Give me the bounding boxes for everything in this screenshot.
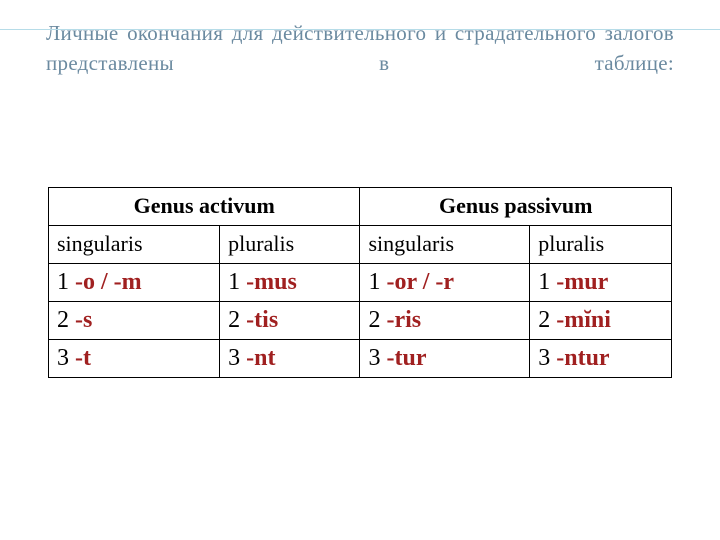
cell-1-0: 2 -s <box>49 301 220 339</box>
table-row: 2 -s 2 -tis 2 -ris 2 -mĭni <box>49 301 672 339</box>
slide-content: Личные окончания для действительного и с… <box>0 0 720 378</box>
col-pluralis-1: pluralis <box>220 225 360 263</box>
group-header-passivum: Genus passivum <box>360 187 672 225</box>
cell-0-1: 1 -mus <box>220 263 360 301</box>
endings-table: Genus activum Genus passivum singularis … <box>48 187 672 378</box>
cell-2-1: 3 -nt <box>220 339 360 377</box>
cell-2-3: 3 -ntur <box>530 339 672 377</box>
cell-0-3: 1 -mur <box>530 263 672 301</box>
col-singularis-1: singularis <box>49 225 220 263</box>
cell-1-1: 2 -tis <box>220 301 360 339</box>
table-wrapper: Genus activum Genus passivum singularis … <box>46 187 674 378</box>
col-pluralis-2: pluralis <box>530 225 672 263</box>
group-header-activum: Genus activum <box>49 187 360 225</box>
cell-0-2: 1 -or / -r <box>360 263 530 301</box>
col-singularis-2: singularis <box>360 225 530 263</box>
table-subheader-row: singularis pluralis singularis pluralis <box>49 225 672 263</box>
page-title: Личные окончания для действительного и с… <box>46 18 674 79</box>
accent-line <box>0 29 720 30</box>
cell-2-2: 3 -tur <box>360 339 530 377</box>
cell-0-0: 1 -o / -m <box>49 263 220 301</box>
cell-1-2: 2 -ris <box>360 301 530 339</box>
table-header-row: Genus activum Genus passivum <box>49 187 672 225</box>
cell-1-3: 2 -mĭni <box>530 301 672 339</box>
cell-2-0: 3 -t <box>49 339 220 377</box>
table-row: 3 -t 3 -nt 3 -tur 3 -ntur <box>49 339 672 377</box>
table-row: 1 -o / -m 1 -mus 1 -or / -r 1 -mur <box>49 263 672 301</box>
